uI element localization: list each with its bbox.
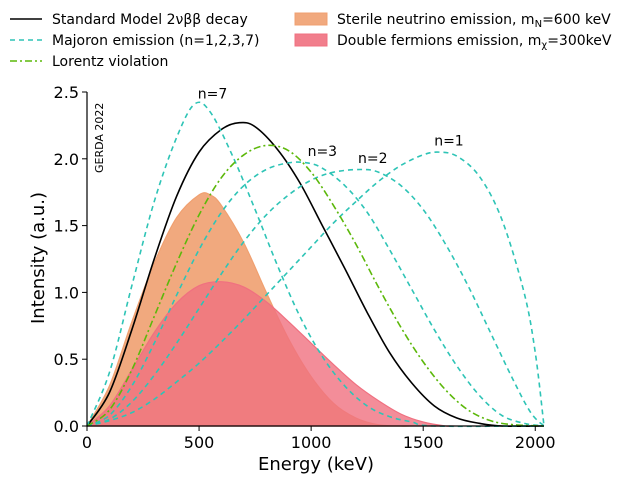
x-tick-label: 0 — [82, 433, 92, 452]
annotation-n-2: n=2 — [358, 151, 388, 167]
annotation-n-3: n=3 — [308, 144, 338, 160]
legend-item: Sterile neutrino emission, mN=600 keV — [294, 12, 611, 30]
x-tick-label: 1000 — [291, 433, 332, 452]
y-axis-label: Intensity (a.u.) — [28, 192, 49, 324]
y-tick-label: 2.0 — [54, 150, 79, 169]
series-majoron-n-3-line — [86, 161, 545, 427]
watermark-text: GERDA 2022 — [93, 103, 106, 173]
legend-item: Standard Model 2νββ decay — [10, 12, 248, 28]
legend-label: Majoron emission (n=1,2,3,7) — [52, 33, 259, 49]
legend-item: Double fermions emission, mχ=300keV — [294, 33, 612, 51]
x-tick-label: 500 — [184, 433, 215, 452]
legend-swatch — [294, 12, 328, 26]
annotation-n-7: n=7 — [198, 87, 228, 103]
plot-area: n=7 n=3 n=2 n=1 — [85, 87, 545, 428]
legend-item: Majoron emission (n=1,2,3,7) — [10, 33, 259, 49]
x-tick-label: 2000 — [515, 433, 556, 452]
legend: Standard Model 2νββ decay Majoron emissio… — [10, 12, 612, 70]
series-majoron-n-2-line — [86, 168, 545, 427]
legend-swatch — [294, 33, 328, 47]
legend-label: Lorentz violation — [52, 54, 168, 70]
y-tick-label: 2.5 — [54, 83, 79, 102]
annotation-n-1: n=1 — [434, 133, 464, 149]
legend-label: Standard Model 2νββ decay — [52, 12, 248, 28]
y-tick-label: 1.5 — [54, 217, 79, 236]
legend-label: Double fermions emission, mχ=300keV — [337, 33, 612, 51]
series-double-fermions-emission-area — [85, 281, 455, 427]
series-majoron-n-7-line — [86, 101, 545, 428]
series-majoron-n-1-line — [86, 151, 545, 427]
x-tick-label: 1500 — [403, 433, 444, 452]
series-standard-model-2-decay-line — [86, 121, 545, 427]
series-lorentz-violation-line — [86, 144, 545, 427]
x-axis-label: Energy (keV) — [258, 454, 374, 475]
legend-label: Sterile neutrino emission, mN=600 keV — [337, 12, 611, 30]
y-tick-label: 1.0 — [54, 283, 79, 302]
legend-item: Lorentz violation — [10, 54, 168, 70]
axes: 0 500 1000 1500 2000 0.0 0.5 1.0 1.5 2.0 2.5 — [54, 83, 556, 452]
y-tick-label: 0.0 — [54, 417, 79, 436]
y-tick-label: 0.5 — [54, 350, 79, 369]
